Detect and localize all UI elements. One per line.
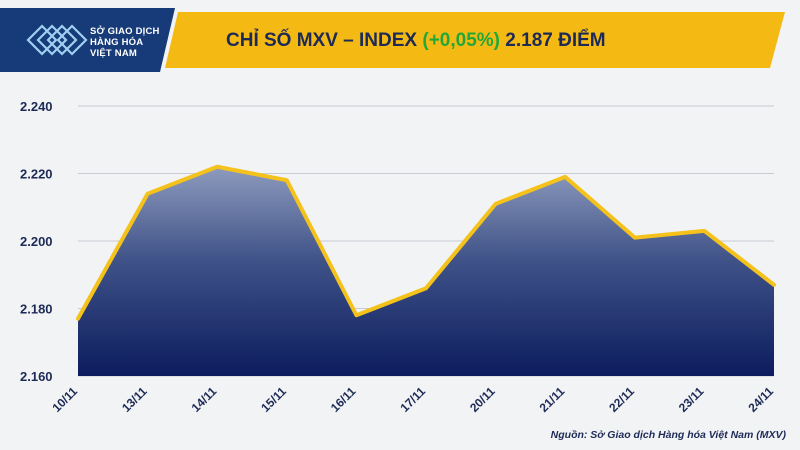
logo-line-3: VIỆT NAM [90,48,137,59]
x-tick-label: 14/11 [189,384,220,415]
y-tick-label: 2.240 [20,99,53,114]
x-tick-label: 24/11 [745,384,776,415]
data-point [146,192,150,196]
logo-text: SỞ GIAO DỊCH HÀNG HÓA VIỆT NAM [90,26,160,59]
title-suffix: 2.187 ĐIỂM [500,30,606,51]
x-tick-label: 22/11 [606,384,637,415]
logo-line-1: SỞ GIAO DỊCH [90,26,160,37]
y-tick-label: 2.220 [20,167,53,182]
title-banner [165,12,785,68]
data-point [633,236,637,240]
data-point [76,317,80,321]
y-tick-label: 2.160 [20,369,53,384]
y-tick-label: 2.180 [20,302,53,317]
x-axis: 10/11 13/11 14/11 15/11 16/11 17/11 20/11 21/11… [49,384,776,415]
x-tick-label: 17/11 [397,384,428,415]
data-point [354,313,358,317]
data-point [772,283,776,287]
chart-title: CHỈ SỐ MXV – INDEX (+0,05%) 2.187 ĐIỂM [226,30,606,52]
data-point [563,175,567,179]
x-tick-label: 20/11 [467,384,498,415]
x-tick-label: 23/11 [676,384,707,415]
x-tick-label: 15/11 [258,384,289,415]
data-point [494,202,498,206]
area-series [76,164,776,376]
title-change: (+0,05%) [422,30,500,51]
logo-icon [26,24,88,56]
logo-line-2: HÀNG HÓA [90,37,144,48]
x-tick-label: 21/11 [537,384,568,415]
title-prefix: CHỈ SỐ MXV – INDEX [226,30,423,51]
area-fill [78,166,774,376]
header-banner [0,0,800,82]
data-point [215,165,219,169]
source-note: Nguồn: Sở Giao dịch Hàng hóa Việt Nam (M… [550,429,786,441]
data-point [702,229,706,233]
y-axis: 2.160 2.180 2.200 2.220 2.240 [20,99,53,384]
x-tick-label: 10/11 [49,384,80,415]
data-point [285,178,289,182]
x-tick-label: 16/11 [328,384,359,415]
x-tick-label: 13/11 [119,384,150,415]
y-tick-label: 2.200 [20,234,53,249]
data-point [424,286,428,290]
